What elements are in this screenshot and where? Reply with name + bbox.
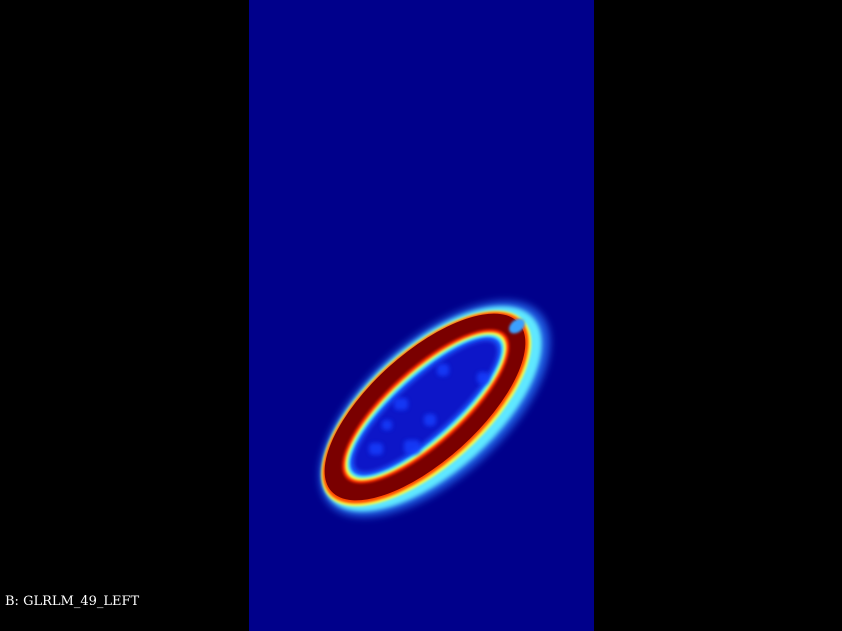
interior-texture (369, 364, 489, 455)
glrlm-heatmap (249, 0, 594, 631)
rim-notch (509, 318, 525, 334)
heatmap-background (249, 0, 594, 631)
heatmap-image-panel[interactable] (249, 0, 594, 631)
image-label: B: GLRLM_49_LEFT (5, 594, 140, 609)
bone-ring (319, 300, 550, 517)
